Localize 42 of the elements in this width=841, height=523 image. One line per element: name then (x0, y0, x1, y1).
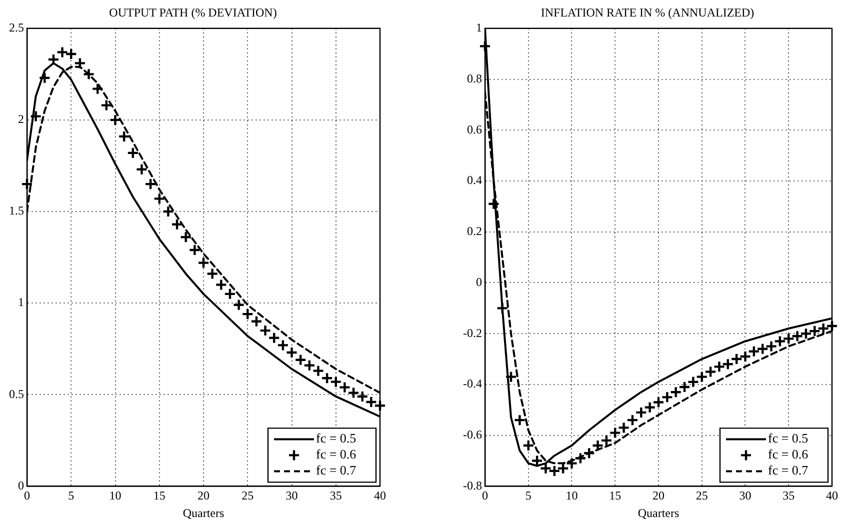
x-tick-label: 25 (696, 488, 708, 503)
y-tick-label: 1 (18, 295, 24, 310)
y-tick-label: 2.5 (9, 20, 24, 35)
y-tick-label: -0.6 (462, 427, 482, 442)
y-tick-label: 1.5 (9, 204, 24, 218)
y-tick-label: 2 (18, 112, 24, 126)
x-tick-label: 5 (525, 488, 532, 503)
x-tick-label: 20 (198, 488, 210, 503)
y-tick-label: -0.4 (462, 376, 482, 391)
y-tick-label: 0.4 (466, 173, 482, 188)
y-tick-label: -0.2 (462, 326, 482, 340)
x-tick-label: 10 (109, 488, 122, 503)
y-tick-label: 0.5 (9, 386, 24, 401)
legend-label: fc = 0.7 (768, 462, 809, 478)
x-tick-label: 35 (330, 488, 342, 503)
y-tick-label: 0.2 (466, 224, 482, 238)
x-axis-title: Quarters (638, 506, 680, 520)
x-tick-label: 30 (739, 488, 752, 503)
chart-title: INFLATION RATE IN % (ANNUALIZED) (540, 5, 754, 20)
x-tick-label: 40 (374, 488, 386, 503)
x-tick-label: 15 (153, 488, 166, 503)
y-tick-label: 0.6 (466, 122, 482, 136)
x-tick-label: 15 (609, 488, 622, 503)
chart-title: OUTPUT PATH (% DEVIATION) (109, 5, 277, 20)
legend-label: fc = 0.6 (316, 446, 357, 462)
legend-label: fc = 0.7 (316, 462, 357, 478)
x-tick-label: 5 (68, 488, 74, 503)
legend-label: fc = 0.5 (768, 430, 808, 446)
x-axis-title: Quarters (182, 506, 224, 520)
x-tick-label: 35 (782, 488, 795, 503)
legend-label: fc = 0.5 (316, 430, 356, 446)
y-tick-label: 0 (476, 274, 482, 289)
y-tick-label: 1 (476, 20, 482, 35)
x-tick-label: 40 (826, 488, 838, 503)
y-tick-label: 0 (18, 478, 24, 492)
x-tick-label: 20 (652, 488, 664, 503)
y-tick-label: -0.8 (462, 478, 482, 492)
x-tick-label: 25 (242, 488, 254, 503)
x-tick-label: 10 (566, 488, 578, 503)
y-tick-label: 0.8 (466, 71, 482, 86)
x-tick-label: 30 (286, 488, 298, 503)
legend-label: fc = 0.6 (768, 446, 809, 462)
